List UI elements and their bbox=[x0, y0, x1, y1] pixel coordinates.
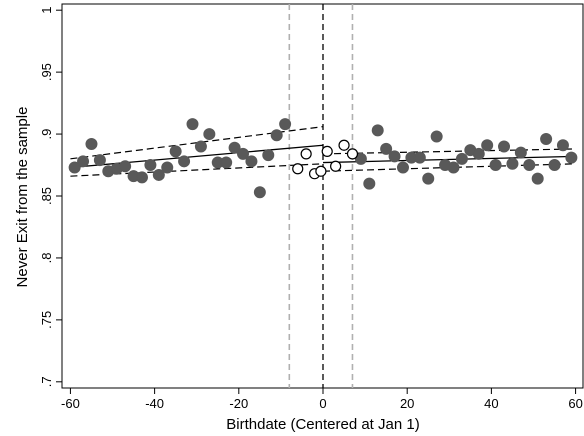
y-axis: .7 .75 .8 .85 .9 .95 1 bbox=[39, 7, 62, 387]
reference-lines bbox=[288, 4, 354, 388]
y-tick-label: .95 bbox=[39, 63, 54, 81]
filled-point bbox=[556, 139, 569, 152]
filled-point bbox=[152, 168, 165, 181]
filled-point bbox=[245, 155, 258, 168]
x-tick-label: 0 bbox=[319, 396, 326, 411]
y-tick-label: .8 bbox=[39, 253, 54, 264]
y-tick-label: .9 bbox=[39, 129, 54, 140]
hollow-point bbox=[300, 148, 312, 160]
confidence-band-line bbox=[322, 148, 576, 155]
x-axis-title: Birthdate (Centered at Jan 1) bbox=[226, 416, 419, 433]
filled-point bbox=[413, 151, 426, 164]
filled-point bbox=[194, 140, 207, 153]
fit-line bbox=[70, 144, 324, 169]
filled-point bbox=[77, 155, 90, 168]
hollow-point bbox=[338, 139, 350, 151]
hollow-point bbox=[315, 165, 327, 177]
filled-point bbox=[447, 161, 460, 174]
filled-point bbox=[565, 151, 578, 164]
x-tick-label: 20 bbox=[400, 396, 414, 411]
data-points bbox=[68, 118, 578, 199]
filled-point bbox=[186, 118, 199, 131]
filled-point bbox=[548, 159, 561, 172]
filled-point bbox=[144, 159, 157, 172]
filled-point bbox=[506, 157, 519, 170]
filled-point bbox=[169, 145, 182, 158]
hollow-point bbox=[292, 163, 304, 175]
filled-point bbox=[455, 152, 468, 165]
filled-point bbox=[119, 160, 132, 173]
filled-point bbox=[93, 154, 106, 167]
x-tick-label: 60 bbox=[568, 396, 582, 411]
filled-point bbox=[237, 147, 250, 160]
filled-point bbox=[270, 129, 283, 142]
filled-point bbox=[135, 171, 148, 184]
filled-point bbox=[178, 155, 191, 168]
filled-point bbox=[498, 140, 511, 153]
filled-point bbox=[85, 137, 98, 150]
filled-point bbox=[430, 130, 443, 143]
filled-point bbox=[279, 118, 292, 131]
filled-point bbox=[481, 139, 494, 152]
filled-point bbox=[203, 128, 216, 141]
filled-point bbox=[253, 186, 266, 199]
filled-point bbox=[262, 149, 275, 162]
filled-point bbox=[68, 161, 81, 174]
filled-point bbox=[220, 156, 233, 169]
filled-point bbox=[540, 133, 553, 146]
hollow-point bbox=[346, 148, 359, 160]
filled-point bbox=[363, 177, 376, 190]
filled-point bbox=[489, 159, 502, 172]
x-tick-label: -40 bbox=[145, 396, 164, 411]
filled-point bbox=[422, 172, 435, 185]
filled-point bbox=[380, 142, 393, 155]
x-tick-label: 40 bbox=[484, 396, 498, 411]
x-axis: -60 -40 -20 0 20 40 60 bbox=[61, 388, 583, 411]
filled-point bbox=[371, 124, 384, 137]
filled-point bbox=[523, 159, 536, 172]
confidence-band-line bbox=[70, 163, 324, 177]
filled-point bbox=[472, 147, 485, 160]
x-tick-label: -60 bbox=[61, 396, 80, 411]
filled-point bbox=[228, 141, 241, 154]
x-tick-label: -20 bbox=[229, 396, 248, 411]
y-tick-label: 1 bbox=[39, 7, 54, 14]
filled-point bbox=[354, 152, 367, 165]
filled-point bbox=[396, 161, 409, 174]
y-tick-label: .7 bbox=[39, 376, 54, 387]
y-tick-label: .75 bbox=[39, 311, 54, 329]
filled-point bbox=[161, 161, 174, 174]
filled-point bbox=[388, 150, 401, 163]
hollow-point bbox=[321, 145, 333, 158]
hollow-point bbox=[330, 160, 342, 172]
y-tick-label: .85 bbox=[39, 187, 54, 205]
filled-point bbox=[514, 146, 527, 159]
y-axis-title: Never Exit from the sample bbox=[14, 107, 31, 288]
filled-point bbox=[531, 172, 544, 185]
